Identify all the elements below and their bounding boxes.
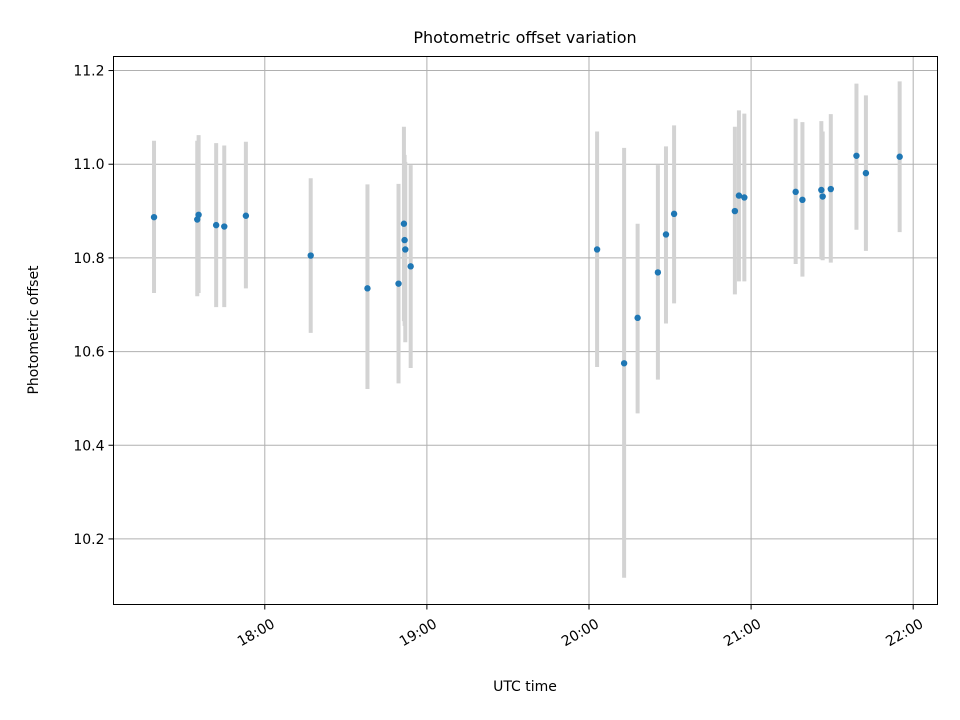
data-point (400, 220, 408, 227)
x-tick-label: 21:00 (721, 616, 764, 650)
data-point (799, 196, 806, 204)
data-point (735, 192, 743, 199)
data-point (731, 207, 739, 215)
grid (113, 56, 938, 605)
data-point (827, 185, 834, 193)
x-tick-label: 18:00 (235, 616, 278, 650)
data-point (853, 152, 860, 159)
data-point (670, 210, 678, 218)
data-point (862, 169, 870, 177)
x-axis-label: UTC time (493, 679, 557, 695)
data-point (364, 285, 371, 292)
data-point (593, 246, 601, 253)
data-point (662, 231, 670, 238)
data-point (221, 223, 228, 230)
data-point (395, 280, 402, 287)
data-point (792, 188, 799, 196)
y-ticks: 10.2 10.4 10.6 10.8 11.0 11.2 (73, 64, 114, 548)
data-point (620, 360, 628, 367)
chart-title: Photometric offset variation (413, 28, 636, 47)
y-axis-label: Photometric offset (26, 265, 42, 395)
y-tick-label: 10.4 (73, 438, 104, 454)
y-tick-label: 11.2 (73, 64, 104, 80)
x-tick-label: 19:00 (397, 616, 440, 650)
y-tick-label: 10.2 (73, 532, 104, 548)
data-point (402, 246, 409, 253)
data-point (407, 263, 414, 270)
data-point (896, 153, 903, 160)
plot-frame (113, 56, 938, 605)
y-tick-label: 10.6 (73, 345, 104, 361)
x-tick-label: 20:00 (559, 616, 602, 650)
data-point (195, 211, 202, 219)
data-point (307, 252, 314, 259)
error-bars (152, 81, 902, 578)
y-tick-label: 11.0 (73, 157, 104, 173)
data-point (818, 186, 825, 194)
data-point (741, 194, 748, 201)
data-point (401, 236, 408, 244)
data-point (242, 212, 250, 219)
data-point (212, 221, 220, 229)
x-tick-label: 22:00 (883, 616, 926, 650)
y-tick-label: 10.8 (73, 251, 104, 267)
data-point (150, 213, 158, 221)
data-point (819, 193, 826, 200)
x-ticks: 18:00 19:00 20:00 21:00 22:00 (235, 604, 926, 650)
data-points (150, 152, 903, 367)
data-point (654, 269, 662, 276)
data-point (634, 314, 641, 322)
